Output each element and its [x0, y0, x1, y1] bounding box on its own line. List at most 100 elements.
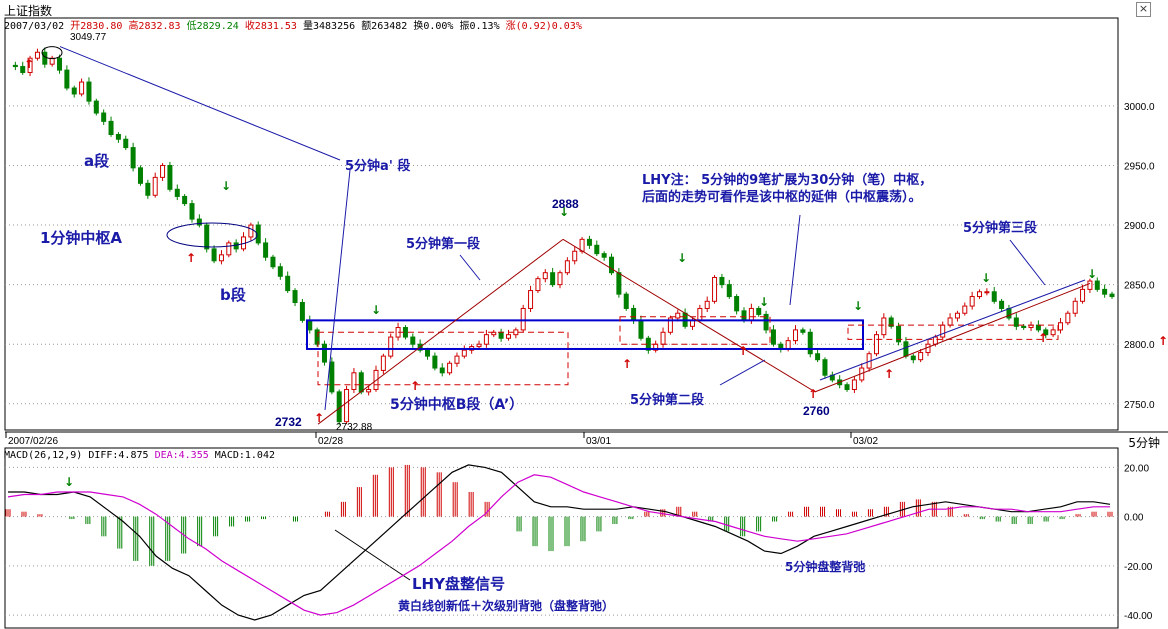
sell-signal-arrow: ↓ — [677, 251, 687, 265]
candle-down — [93, 100, 99, 114]
buy-signal-arrow: ↑ — [1038, 331, 1048, 345]
macd-tick-label: -40.00 — [1124, 611, 1153, 622]
candle-down — [896, 325, 902, 343]
macd-panel-frame — [4, 447, 1119, 629]
candle-down — [108, 120, 114, 135]
x-tick-label: 2007/02/26 — [8, 436, 58, 447]
candle-down — [741, 310, 747, 321]
macd-tick-label: 20.00 — [1124, 463, 1149, 474]
x-tick-label: 03/01 — [586, 436, 611, 447]
candle-down — [425, 349, 431, 357]
candle-down — [314, 329, 320, 345]
annotation-b-duan: b段 — [220, 286, 246, 304]
window-title: 上证指数 — [4, 4, 53, 18]
candle-down — [432, 355, 438, 369]
candle-down — [145, 182, 151, 196]
buy-signal-arrow: ↑ — [314, 411, 324, 425]
candle-up — [34, 51, 40, 59]
candle-down — [71, 87, 77, 95]
candle-down — [822, 359, 828, 376]
segment-line — [814, 282, 1091, 393]
candle-down — [616, 272, 622, 295]
candle-down — [763, 313, 769, 331]
quote-open: 开2830.80 — [70, 21, 123, 32]
sell-signal-arrow: ↓ — [981, 271, 991, 285]
candle-down — [196, 218, 202, 226]
annotation-note-line2: 后面的走势可看作是该中枢的延伸（中枢震荡）。 — [642, 189, 922, 205]
candle-up — [344, 388, 350, 423]
buy-signal-arrow: ↑ — [884, 367, 894, 381]
price-tick-label: 2800.0 — [1124, 340, 1155, 351]
quote-amplitude: 振0.13% — [459, 21, 500, 32]
candle-up — [351, 372, 357, 390]
candle-down — [299, 301, 305, 321]
candle-down — [498, 331, 504, 339]
sell-signal-arrow: ↓ — [559, 205, 569, 219]
annotation-pointer — [324, 169, 351, 411]
candle-down — [586, 238, 592, 246]
candle-up — [461, 349, 467, 357]
candle-up — [505, 334, 511, 339]
candle-up — [79, 81, 85, 95]
annotation-pointer — [59, 46, 341, 161]
diff-line — [8, 464, 1111, 621]
high-point-circle — [41, 46, 63, 60]
sell-signal-arrow: ↓ — [853, 299, 863, 313]
candle-up — [388, 336, 394, 357]
candle-down — [167, 164, 173, 190]
candle-up — [226, 242, 232, 256]
candle-down — [888, 317, 894, 327]
candle-up — [785, 340, 791, 350]
candle-down — [1006, 307, 1012, 319]
sell-signal-arrow: ↓ — [221, 179, 231, 193]
candle-up — [667, 317, 673, 333]
candle-up — [535, 278, 541, 292]
candle-down — [233, 242, 239, 250]
candle-up — [1065, 312, 1071, 324]
macd-params: MACD(26,12,9) — [4, 450, 83, 461]
candle-down — [1102, 288, 1108, 295]
candle-up — [49, 57, 55, 65]
buy-signal-arrow: ↑ — [410, 379, 420, 393]
price-label: 2732 — [275, 415, 302, 429]
candle-down — [182, 195, 188, 205]
annotation-pointer — [719, 359, 766, 386]
candle-up — [918, 352, 924, 361]
candle-down — [999, 300, 1005, 309]
quote-amount: 额263482 — [361, 21, 408, 32]
candle-up — [454, 355, 460, 364]
quote-high: 高2832.83 — [128, 21, 181, 32]
candle-down — [770, 329, 776, 345]
candle-down — [189, 203, 195, 220]
candle-up — [520, 307, 526, 331]
candle-up — [940, 324, 946, 338]
candle-down — [756, 307, 762, 315]
candle-down — [815, 353, 821, 361]
candle-down — [726, 284, 732, 298]
candle-down — [57, 57, 63, 71]
quote-low: 低2829.24 — [186, 21, 239, 32]
buy-signal-arrow: ↑ — [622, 357, 632, 371]
candle-up — [248, 224, 254, 238]
candle-up — [881, 317, 887, 336]
candle-down — [115, 133, 121, 140]
candle-down — [174, 188, 180, 197]
candle-down — [631, 307, 637, 321]
macd-dea: DEA:4.355 — [154, 450, 209, 461]
buy-signal-arrow: ↑ — [24, 57, 34, 71]
period-label[interactable]: 5分钟 — [1128, 436, 1160, 450]
annotation-a-duan: a段 — [84, 152, 109, 170]
candle-up — [366, 388, 372, 393]
candle-down — [263, 242, 269, 258]
candle-down — [734, 296, 740, 312]
sell-signal-arrow: ↓ — [371, 303, 381, 317]
candle-down — [123, 138, 129, 149]
close-button[interactable]: × — [1136, 2, 1151, 17]
candle-up — [675, 312, 681, 319]
candle-down — [101, 112, 107, 122]
candle-up — [447, 362, 453, 374]
candle-down — [1094, 280, 1100, 290]
annotation-pointer — [789, 214, 801, 306]
candle-down — [903, 341, 909, 357]
